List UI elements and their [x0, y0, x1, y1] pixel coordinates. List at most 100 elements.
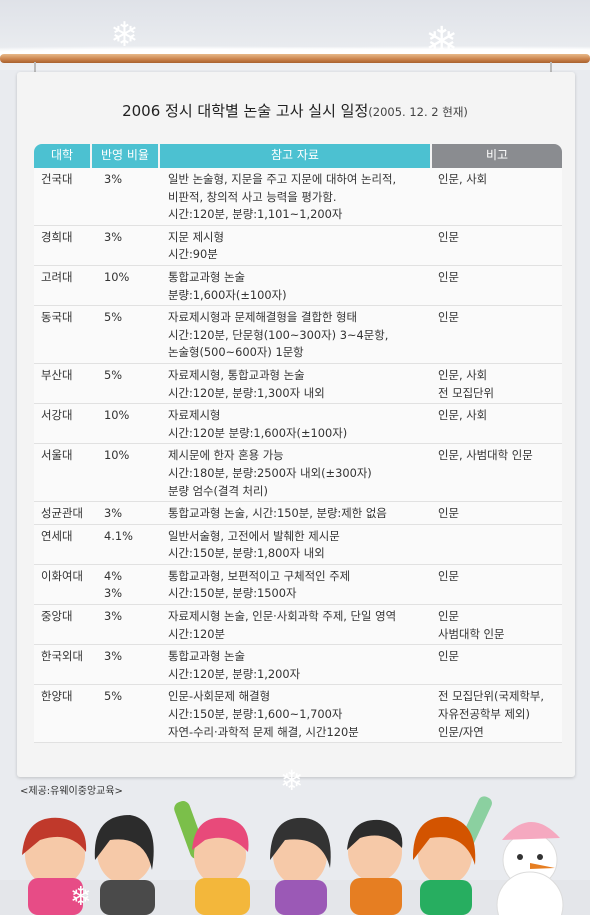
cell-ratio: 4.1% — [90, 524, 158, 565]
cell-ratio-line: 4% — [104, 568, 123, 583]
cell-note-line: 자유전공학부 제외) — [438, 707, 530, 722]
cell-reference: 통합교과형 논술, 시간:150분, 분량:제한 없음 — [158, 502, 430, 525]
cell-reference-line: 일반 논술형, 지문을 주고 지문에 대하여 논리적, — [168, 172, 397, 186]
cell-note-line: 인문/자연 — [438, 724, 484, 739]
cell-reference-line: 자료제시형 — [168, 408, 221, 423]
header-ratio: 반영 비율 — [90, 144, 158, 168]
cell-reference-line: 제시문에 한자 혼용 가능 — [168, 448, 284, 463]
cell-reference-line: 시간:180분, 분량:2500자 내외(±300자) — [168, 465, 372, 480]
cell-ratio: 4% 3% — [90, 564, 158, 606]
table-row: 이화여대 4% 3% 통합교과형, 보편적이고 구체적인 주제 시간:150분, 분량:… — [34, 564, 562, 606]
cell-ratio-line: 3% — [104, 172, 123, 186]
cell-university-line: 연세대 — [41, 528, 73, 543]
cell-note: 인문, 사범대학 인문 — [430, 444, 562, 503]
cell-reference-line: 통합교과형 논술 — [168, 649, 245, 664]
cell-university-line: 서울대 — [41, 448, 73, 463]
cell-note: 인문 사범대학 인문 — [430, 605, 562, 646]
cell-ratio-line: 10% — [104, 269, 130, 284]
cell-university: 이화여대 — [34, 564, 90, 606]
cell-reference-line: 지문 제시형 — [168, 229, 225, 244]
cell-university: 중앙대 — [34, 605, 90, 646]
cell-reference-line: 통합교과형 논술 — [168, 269, 245, 284]
cell-university: 서강대 — [34, 404, 90, 445]
cell-ratio-line: 3% — [104, 586, 123, 601]
cell-reference: 자료제시형 논술, 인문·사회과학 주제, 단일 영역 시간:120분 — [158, 605, 430, 646]
cell-reference-line: 통합교과형, 보편적이고 구체적인 주제 — [168, 568, 351, 583]
cell-note-line: 전 모집단위 — [438, 385, 495, 400]
svg-text:❄: ❄ — [280, 764, 303, 797]
cell-note: 인문 — [430, 265, 562, 307]
cell-note-line: 인문 — [438, 506, 459, 521]
cell-ratio-line: 4.1% — [104, 528, 133, 543]
cell-reference: 인문-사회문제 해결형 시간:150분, 분량:1,600~1,700자 자연-수리… — [158, 685, 430, 744]
crowd-illustration: ❄ ❄ — [0, 760, 590, 915]
cell-reference-line: 시간:150분, 분량:1,600~1,700자 — [168, 707, 343, 722]
cell-reference-line: 시간:120분, 단문형(100~300자) 3~4문항, — [168, 327, 389, 342]
cell-university-line: 동국대 — [41, 310, 73, 325]
table-row: 건국대 3% 일반 논술형, 지문을 주고 지문에 대하여 논리적, 비판적, 창의적… — [34, 168, 562, 226]
cell-note: 인문 — [430, 502, 562, 525]
table-row: 한양대 5% 인문-사회문제 해결형 시간:150분, 분량:1,600~1,700자… — [34, 685, 562, 744]
cell-university-line: 서강대 — [41, 408, 73, 423]
table-row: 한국외대 3% 통합교과형 논술 시간:120분, 분량:1,200자 인문 — [34, 645, 562, 686]
cell-note: 인문 — [430, 306, 562, 364]
cell-university-line: 건국대 — [41, 172, 73, 186]
cell-ratio-line: 5% — [104, 310, 123, 325]
cell-ratio: 5% — [90, 685, 158, 744]
cell-note — [430, 524, 562, 565]
cell-university: 고려대 — [34, 265, 90, 307]
cell-university-line: 부산대 — [41, 367, 73, 382]
cell-note-line: 인문 — [438, 269, 459, 284]
cell-university: 한양대 — [34, 685, 90, 744]
cell-reference-line: 시간:90분 — [168, 247, 218, 262]
rod-snow — [0, 44, 590, 56]
title-date: (2005. 12. 2 현재) — [368, 105, 468, 119]
cell-reference-line: 논술형(500~600자) 1문항 — [168, 345, 304, 360]
cell-note: 인문, 사회 — [430, 404, 562, 445]
cell-reference-line: 분량:1,600자(±100자) — [168, 287, 287, 302]
cell-note-line: 인문, 사회 — [438, 367, 488, 382]
cell-reference-line: 분량 엄수(결격 처리) — [168, 483, 268, 498]
cell-reference-line: 시간:150분, 분량:1500자 — [168, 586, 297, 601]
cell-university: 성균관대 — [34, 502, 90, 525]
cell-reference-line: 시간:120분, 분량:1,200자 — [168, 666, 301, 681]
cell-note: 전 모집단위(국제학부, 자유전공학부 제외) 인문/자연 — [430, 685, 562, 744]
cell-university-line: 한국외대 — [41, 649, 83, 664]
cell-ratio-line: 3% — [104, 229, 123, 244]
cell-ratio-line: 3% — [104, 506, 123, 521]
cell-university-line: 중앙대 — [41, 609, 73, 624]
cell-ratio: 10% — [90, 444, 158, 503]
cell-reference-line: 자료제시형, 통합교과형 논술 — [168, 367, 305, 382]
table-row: 중앙대 3% 자료제시형 논술, 인문·사회과학 주제, 단일 영역 시간:120분 인… — [34, 605, 562, 646]
cell-note-line: 인문 — [438, 649, 459, 664]
cell-note-line: 인문, 사회 — [438, 172, 488, 186]
cell-reference-line: 시간:120분, 분량:1,101~1,200자 — [168, 207, 343, 222]
cell-note: 인문 — [430, 225, 562, 266]
credit-text: <제공:유웨이중앙교육> — [20, 786, 123, 797]
cell-note-line: 인문 — [438, 609, 459, 624]
cell-university-line: 한양대 — [41, 689, 73, 704]
cell-university: 한국외대 — [34, 645, 90, 686]
cell-reference-line: 일반서술형, 고전에서 발췌한 제시문 — [168, 528, 340, 543]
cell-ratio: 5% — [90, 363, 158, 405]
cell-reference-line: 시간:120분, 분량:1,300자 내외 — [168, 385, 325, 400]
cell-ratio-line: 10% — [104, 448, 130, 463]
cell-note-line: 인문 — [438, 229, 459, 244]
header-university: 대학 — [34, 144, 90, 168]
cell-reference: 자료제시형 시간:120분 분량:1,600자(±100자) — [158, 404, 430, 445]
table-header-row: 대학 반영 비율 참고 자료 비고 — [34, 144, 562, 168]
table-row: 연세대 4.1% 일반서술형, 고전에서 발췌한 제시문 시간:150분, 분량:1,… — [34, 524, 562, 565]
svg-text:❄: ❄ — [70, 882, 92, 912]
cell-university-line: 성균관대 — [41, 506, 83, 521]
cell-university: 건국대 — [34, 168, 90, 226]
schedule-table: 대학 반영 비율 참고 자료 비고 건국대 3% 일반 논술형, 지문을 주고 지문… — [34, 144, 562, 744]
cell-reference-line: 통합교과형 논술, 시간:150분, 분량:제한 없음 — [168, 506, 387, 521]
table-row: 서강대 10% 자료제시형 시간:120분 분량:1,600자(±100자) 인문, 사… — [34, 404, 562, 445]
cell-note-line: 전 모집단위(국제학부, — [438, 689, 545, 704]
cell-reference-line: 비판적, 창의적 사고 능력을 평가함. — [168, 189, 337, 204]
cell-reference-line: 자료제시형과 문제해결형을 결합한 형태 — [168, 310, 358, 325]
